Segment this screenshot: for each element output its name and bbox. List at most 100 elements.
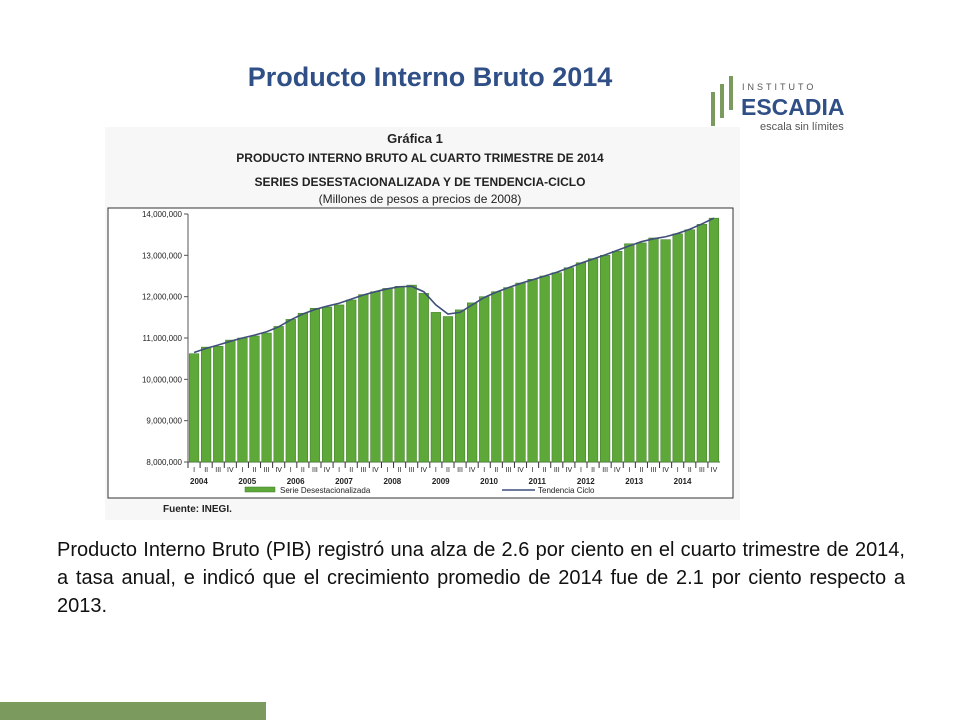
bar bbox=[563, 267, 574, 463]
x-tick-label: III bbox=[409, 467, 415, 474]
bar bbox=[418, 293, 429, 463]
x-tick-label: III bbox=[602, 467, 608, 474]
x-tick-label: III bbox=[360, 467, 366, 474]
x-tick-label: I bbox=[483, 467, 485, 474]
bar bbox=[261, 332, 272, 463]
bar bbox=[672, 233, 683, 463]
x-tick-label: III bbox=[554, 467, 560, 474]
bar bbox=[358, 294, 369, 463]
bar bbox=[297, 312, 308, 463]
bar bbox=[321, 306, 333, 463]
legend-label: Tendencia Ciclo bbox=[538, 486, 595, 495]
bar bbox=[406, 284, 417, 463]
bar bbox=[454, 309, 466, 463]
logo-top: INSTITUTO bbox=[742, 82, 816, 92]
x-tick-label: III bbox=[312, 467, 318, 474]
bar bbox=[309, 307, 321, 463]
bar bbox=[273, 326, 284, 463]
bar bbox=[527, 279, 538, 463]
x-tick-label: IV bbox=[275, 467, 282, 474]
year-label: 2010 bbox=[480, 477, 498, 486]
bar bbox=[188, 353, 200, 463]
x-tick-label: IV bbox=[469, 467, 476, 474]
bar bbox=[491, 291, 502, 463]
bar bbox=[346, 299, 357, 463]
chart-subtitle: SERIES DESESTACIONALIZADA Y DE TENDENCIA… bbox=[255, 175, 586, 189]
x-tick-label: I bbox=[338, 467, 340, 474]
bar bbox=[249, 335, 260, 463]
x-tick-label: II bbox=[494, 467, 498, 474]
logo-bar bbox=[720, 84, 724, 118]
x-tick-label: II bbox=[204, 467, 208, 474]
x-tick-label: I bbox=[241, 467, 243, 474]
bar bbox=[334, 304, 345, 463]
body-text: Producto Interno Bruto (PIB) registró un… bbox=[57, 539, 905, 617]
y-tick-label: 10,000,000 bbox=[142, 375, 183, 384]
year-label: 2008 bbox=[383, 477, 401, 486]
bar bbox=[600, 255, 611, 463]
year-label: 2013 bbox=[625, 477, 643, 486]
x-tick-label: II bbox=[301, 467, 305, 474]
logo-bar bbox=[711, 92, 715, 126]
bar bbox=[394, 286, 405, 463]
x-tick-label: IV bbox=[227, 467, 234, 474]
x-tick-label: III bbox=[215, 467, 221, 474]
bar bbox=[285, 319, 296, 463]
logo: INSTITUTO ESCADIA escala sin límites bbox=[711, 76, 845, 133]
x-tick-label: I bbox=[532, 467, 534, 474]
year-label: 2009 bbox=[432, 477, 450, 486]
slide-title: Producto Interno Bruto 2014 bbox=[247, 62, 613, 92]
bar bbox=[515, 282, 526, 463]
bar bbox=[575, 262, 587, 463]
bar bbox=[708, 217, 720, 463]
bar bbox=[539, 275, 550, 463]
footer-bar bbox=[0, 702, 266, 720]
x-tick-label: IV bbox=[614, 467, 621, 474]
x-tick-label: II bbox=[688, 467, 692, 474]
bar bbox=[636, 242, 647, 463]
chart-title: PRODUCTO INTERNO BRUTO AL CUARTO TRIMEST… bbox=[236, 151, 604, 165]
bar bbox=[213, 346, 224, 463]
bar bbox=[612, 250, 623, 463]
chart-unit-note: (Millones de pesos a precios de 2008) bbox=[319, 192, 522, 206]
year-label: 2014 bbox=[674, 477, 692, 486]
logo-tagline: escala sin límites bbox=[760, 121, 844, 133]
bar bbox=[648, 237, 659, 463]
x-tick-label: III bbox=[457, 467, 463, 474]
x-tick-label: IV bbox=[566, 467, 573, 474]
y-tick-label: 8,000,000 bbox=[146, 458, 182, 467]
x-tick-label: II bbox=[446, 467, 450, 474]
x-tick-label: IV bbox=[517, 467, 524, 474]
year-label: 2005 bbox=[238, 477, 256, 486]
x-tick-label: IV bbox=[662, 467, 669, 474]
year-label: 2007 bbox=[335, 477, 353, 486]
bar bbox=[430, 312, 441, 463]
x-tick-label: III bbox=[505, 467, 511, 474]
x-tick-label: I bbox=[580, 467, 582, 474]
bar bbox=[587, 258, 599, 463]
x-tick-label: IV bbox=[711, 467, 718, 474]
year-label: 2011 bbox=[529, 477, 547, 486]
x-tick-label: II bbox=[398, 467, 402, 474]
x-tick-label: IV bbox=[372, 467, 379, 474]
logo-name: ESCADIA bbox=[741, 94, 845, 120]
bar bbox=[382, 288, 393, 463]
chart-source: Fuente: INEGI. bbox=[163, 504, 232, 515]
bar bbox=[696, 224, 707, 463]
bar bbox=[660, 239, 671, 463]
bar bbox=[551, 272, 562, 463]
y-tick-label: 13,000,000 bbox=[142, 251, 183, 260]
bar bbox=[442, 316, 454, 463]
legend-swatch bbox=[244, 486, 276, 493]
y-tick-label: 12,000,000 bbox=[142, 293, 183, 302]
x-tick-label: II bbox=[253, 467, 257, 474]
bar bbox=[684, 229, 695, 463]
x-tick-label: I bbox=[193, 467, 195, 474]
x-tick-label: II bbox=[639, 467, 643, 474]
bar bbox=[467, 302, 478, 463]
year-label: 2012 bbox=[577, 477, 595, 486]
x-tick-label: II bbox=[591, 467, 595, 474]
year-label: 2004 bbox=[190, 477, 208, 486]
trend-line bbox=[193, 217, 715, 354]
